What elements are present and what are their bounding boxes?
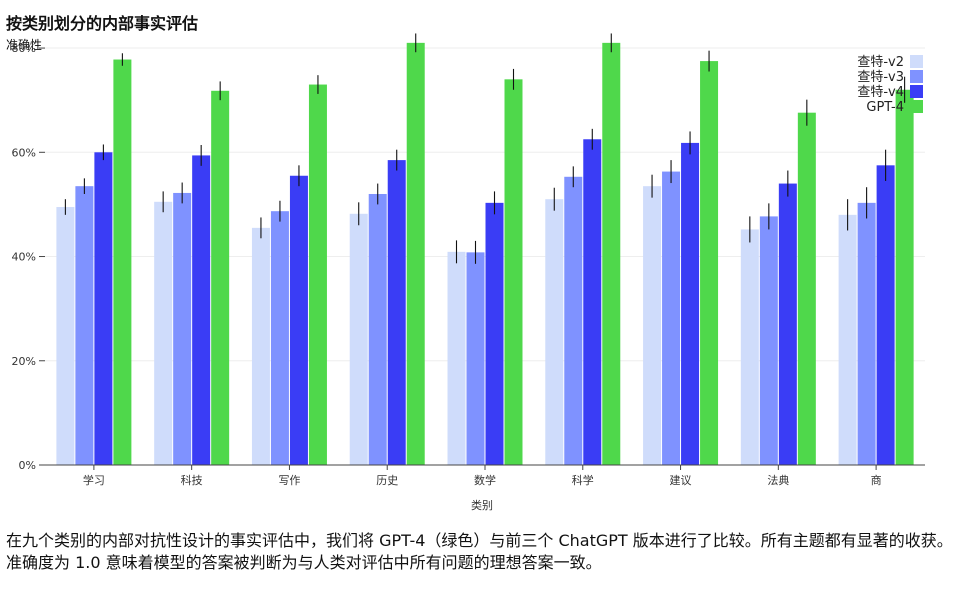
x-tick-label: 写作: [278, 474, 300, 487]
bar-查特-v2: [56, 207, 75, 466]
bar-GPT-4: [504, 79, 523, 466]
y-axis-label: 准确性: [6, 38, 43, 52]
bar-查特-v3: [173, 192, 192, 466]
figure-caption: 在九个类别的内部对抗性设计的事实评估中，我们将 GPT-4（绿色）与前三个 Ch…: [6, 531, 953, 572]
chart-title: 按类别划分的内部事实评估: [6, 14, 199, 33]
x-tick-label: 科学: [572, 473, 594, 487]
bars: [56, 33, 914, 466]
bar-查特-v2: [643, 186, 662, 465]
x-tick-label: 科技: [181, 473, 203, 487]
bar-查特-v4: [289, 175, 308, 465]
y-tick-label: 60%: [12, 146, 36, 159]
legend-swatch: [910, 85, 923, 98]
x-tick-label: 历史: [376, 474, 398, 487]
bar-查特-v4: [387, 160, 406, 466]
bar-GPT-4: [308, 84, 327, 466]
bar-查特-v3: [75, 186, 94, 465]
x-tick-label: 商: [871, 473, 882, 487]
x-tick-label: 建议: [670, 473, 692, 487]
bar-查特-v4: [485, 202, 504, 465]
bar-GPT-4: [602, 42, 621, 466]
bar-GPT-4: [113, 59, 132, 465]
legend-swatch: [910, 55, 923, 68]
y-tick-label: 20%: [12, 355, 36, 368]
bar-查特-v3: [857, 202, 876, 465]
bar-查特-v3: [564, 176, 583, 465]
x-axis-label: 类别: [471, 498, 493, 512]
legend-swatch: [910, 70, 923, 83]
bar-查特-v2: [349, 213, 368, 465]
legend-label: 查特-v2: [857, 55, 904, 70]
bar-查特-v3: [466, 252, 485, 465]
x-tick-label: 数学: [474, 473, 496, 487]
x-tick-label: 法典: [767, 473, 789, 487]
bar-chart: 0%20%40%60%80% 学习 科技 写作 历史 数学 科学 建议 法典商 查特-v2查特…: [12, 33, 925, 512]
bar-查特-v3: [368, 193, 387, 466]
bar-查特-v4: [583, 139, 602, 465]
bar-查特-v3: [662, 171, 681, 466]
bar-查特-v3: [759, 216, 778, 465]
legend-label: GPT-4: [866, 100, 904, 115]
y-tick-label: 80%: [12, 42, 36, 55]
legend-label: 查特-v4: [857, 85, 904, 100]
y-tick-label: 0%: [19, 459, 36, 472]
bar-查特-v4: [876, 165, 895, 465]
bar-查特-v2: [447, 251, 466, 465]
bar-查特-v4: [94, 152, 113, 465]
bar-GPT-4: [797, 112, 816, 466]
bar-查特-v4: [681, 142, 700, 465]
bar-GPT-4: [211, 90, 230, 466]
x-axis: 学习 科技 写作 历史 数学 科学 建议 法典 商: [45, 464, 925, 487]
legend-label: 查特-v3: [857, 70, 904, 85]
bar-查特-v2: [545, 199, 564, 465]
y-axis: 0% 20% 40% 60% 80%: [12, 42, 45, 472]
bar-GPT-4: [406, 42, 425, 466]
bar-查特-v2: [838, 214, 857, 465]
bar-查特-v4: [778, 183, 797, 466]
bar-查特-v2: [251, 227, 270, 465]
y-tick-label: 40%: [12, 251, 36, 264]
bar-查特-v4: [192, 155, 211, 465]
bar-查特-v2: [154, 201, 173, 465]
x-tick-label: 学习: [83, 473, 105, 487]
bar-查特-v3: [270, 211, 289, 465]
bar-GPT-4: [895, 89, 914, 466]
bar-GPT-4: [700, 61, 719, 466]
legend-swatch: [910, 100, 923, 113]
bar-查特-v2: [740, 229, 759, 465]
